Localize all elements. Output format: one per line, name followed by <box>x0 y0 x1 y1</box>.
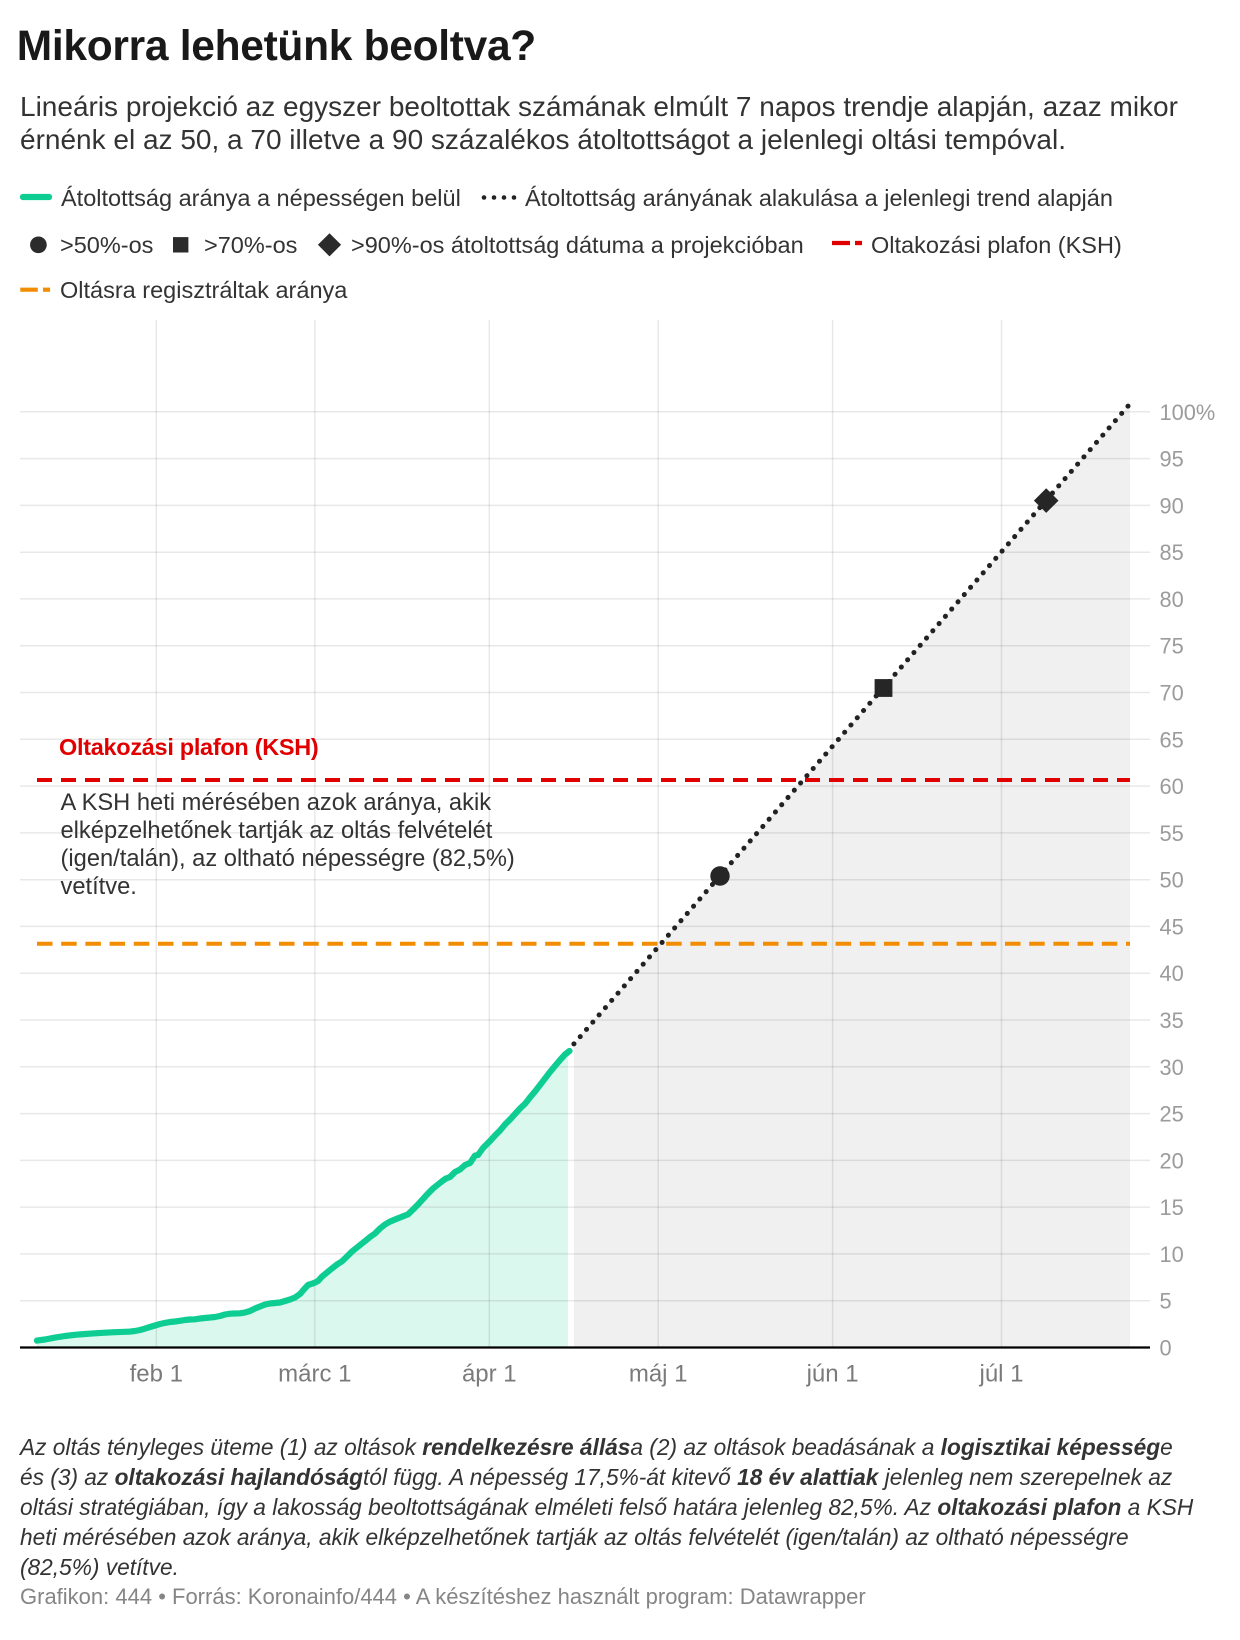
svg-text:55: 55 <box>1160 821 1184 846</box>
svg-text:30: 30 <box>1160 1055 1184 1080</box>
svg-text:85: 85 <box>1160 540 1184 565</box>
svg-text:feb 1: feb 1 <box>130 1361 183 1388</box>
svg-text:95: 95 <box>1160 447 1184 472</box>
svg-text:20: 20 <box>1160 1148 1184 1173</box>
svg-text:5: 5 <box>1160 1289 1172 1314</box>
svg-text:65: 65 <box>1160 727 1184 752</box>
svg-text:25: 25 <box>1160 1102 1184 1127</box>
svg-text:15: 15 <box>1160 1195 1184 1220</box>
svg-text:75: 75 <box>1160 634 1184 659</box>
svg-text:60: 60 <box>1160 774 1184 799</box>
svg-text:júl 1: júl 1 <box>978 1361 1023 1388</box>
svg-text:35: 35 <box>1160 1008 1184 1033</box>
svg-text:80: 80 <box>1160 587 1184 612</box>
svg-text:máj 1: máj 1 <box>629 1361 688 1388</box>
svg-text:jún 1: jún 1 <box>806 1361 859 1388</box>
svg-text:45: 45 <box>1160 914 1184 939</box>
svg-text:40: 40 <box>1160 961 1184 986</box>
svg-text:ápr 1: ápr 1 <box>462 1361 517 1388</box>
svg-text:10: 10 <box>1160 1242 1184 1267</box>
svg-text:70: 70 <box>1160 681 1184 706</box>
svg-text:márc 1: márc 1 <box>278 1361 351 1388</box>
svg-text:100%: 100% <box>1160 400 1216 425</box>
svg-text:0: 0 <box>1160 1336 1172 1361</box>
svg-text:50: 50 <box>1160 868 1184 893</box>
svg-text:90: 90 <box>1160 493 1184 518</box>
